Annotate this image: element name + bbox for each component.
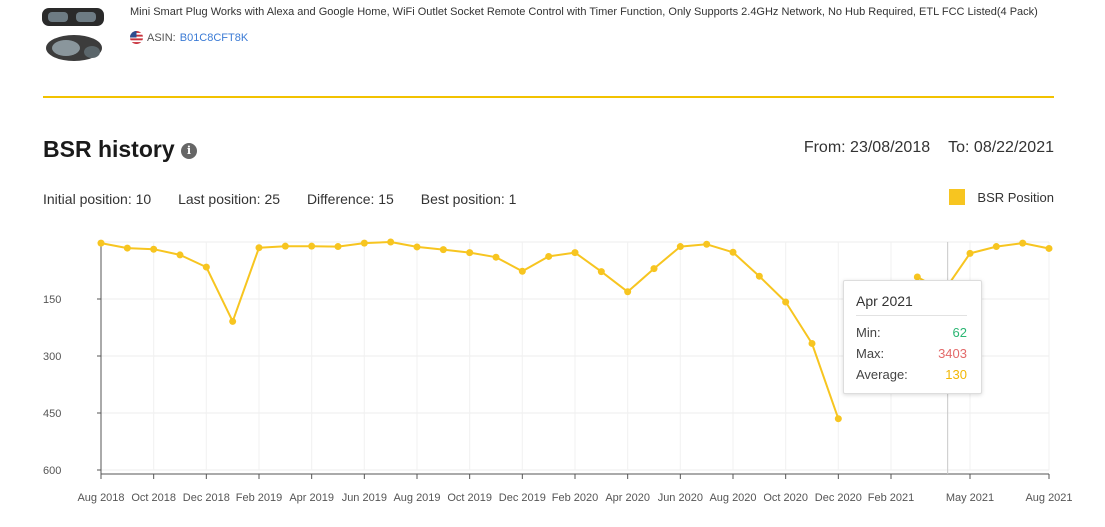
- us-flag-icon: [130, 31, 143, 44]
- data-point: [571, 249, 579, 257]
- data-point: [518, 267, 526, 275]
- x-tick-label: Jun 2019: [342, 492, 387, 504]
- data-point: [992, 243, 1000, 251]
- tooltip-min-value: 62: [952, 325, 967, 340]
- initial-position: Initial position: 10: [43, 191, 152, 207]
- tooltip-max-value: 3403: [938, 346, 967, 361]
- x-tick-label: Apr 2019: [289, 492, 334, 504]
- data-point: [123, 244, 131, 252]
- data-point: [1019, 239, 1027, 247]
- x-tick-label: Feb 2021: [868, 492, 914, 504]
- x-tick-label: Aug 2020: [709, 492, 756, 504]
- x-tick-label: Jun 2020: [658, 492, 703, 504]
- chart-legend[interactable]: BSR Position: [949, 189, 1054, 205]
- data-point: [308, 242, 316, 250]
- data-point: [729, 248, 737, 256]
- data-point: [966, 249, 974, 257]
- x-tick-label: Oct 2019: [447, 492, 492, 504]
- product-title: Mini Smart Plug Works with Alexa and Goo…: [130, 6, 1038, 18]
- data-point: [913, 273, 921, 281]
- tooltip-divider: [856, 315, 967, 316]
- data-point: [229, 317, 237, 325]
- stats-row: Initial position: 10 Last position: 25 D…: [43, 191, 539, 207]
- data-point: [202, 263, 210, 271]
- x-tick-label: Aug 2019: [393, 492, 440, 504]
- asin-row: ASIN: B01C8CFT8K: [130, 31, 248, 44]
- product-thumbnail[interactable]: [40, 4, 106, 70]
- data-point: [97, 239, 105, 247]
- chart-tooltip: Apr 2021 Min: 62 Max: 3403 Average: 130: [843, 280, 982, 394]
- x-tick-label: May 2021: [946, 492, 994, 504]
- best-position: Best position: 1: [420, 191, 517, 207]
- y-tick-label: 150: [43, 294, 61, 306]
- tooltip-max-label: Max:: [856, 346, 885, 361]
- data-point: [624, 288, 632, 296]
- data-point: [334, 243, 342, 251]
- tooltip-avg-row: Average: 130: [856, 367, 967, 382]
- tooltip-avg-label: Average:: [856, 367, 908, 382]
- tooltip-avg-value: 130: [945, 367, 967, 382]
- difference: Difference: 15: [306, 191, 394, 207]
- y-tick-label: 450: [43, 408, 61, 420]
- asin-label: ASIN:: [147, 31, 176, 44]
- x-tick-label: Aug 2018: [77, 492, 124, 504]
- tooltip-min-row: Min: 62: [856, 325, 967, 340]
- data-point: [150, 245, 158, 253]
- legend-label: BSR Position: [977, 189, 1054, 205]
- date-to: To: 08/22/2021: [948, 139, 1054, 156]
- info-icon[interactable]: i: [181, 143, 197, 159]
- data-point: [492, 253, 500, 261]
- tooltip-max-row: Max: 3403: [856, 346, 967, 361]
- x-tick-label: Dec 2020: [815, 492, 862, 504]
- data-point: [281, 242, 289, 250]
- data-point: [650, 265, 658, 273]
- asin-link[interactable]: B01C8CFT8K: [179, 31, 249, 44]
- data-point: [676, 243, 684, 251]
- x-tick-label: Feb 2019: [236, 492, 282, 504]
- section-divider: [43, 96, 1054, 98]
- product-header: Mini Smart Plug Works with Alexa and Goo…: [0, 0, 1105, 98]
- x-tick-label: Oct 2020: [763, 492, 808, 504]
- data-point: [360, 239, 368, 247]
- tooltip-title: Apr 2021: [856, 293, 913, 309]
- data-point: [176, 251, 184, 259]
- data-point: [387, 238, 395, 246]
- date-from: From: 23/08/2018: [803, 139, 931, 156]
- data-point: [597, 268, 605, 276]
- x-tick-label: Dec 2018: [183, 492, 230, 504]
- data-point: [808, 339, 816, 347]
- x-tick-label: Apr 2020: [605, 492, 650, 504]
- data-point: [1045, 244, 1053, 252]
- data-point: [755, 272, 763, 280]
- data-point: [439, 246, 447, 254]
- data-point: [545, 252, 553, 260]
- data-point: [466, 249, 474, 257]
- legend-swatch: [949, 189, 966, 205]
- page-title: BSR history: [43, 136, 175, 162]
- data-point: [255, 244, 263, 252]
- x-tick-label: Feb 2020: [552, 492, 598, 504]
- x-tick-label: Oct 2018: [131, 492, 176, 504]
- x-tick-label: Aug 2021: [1025, 492, 1072, 504]
- data-point: [413, 243, 421, 251]
- last-position: Last position: 25: [178, 191, 281, 207]
- data-point: [703, 240, 711, 248]
- date-range: From: 23/08/2018 To: 08/22/2021: [804, 139, 1054, 157]
- y-tick-label: 300: [43, 351, 61, 363]
- x-tick-label: Dec 2019: [499, 492, 546, 504]
- tooltip-min-label: Min:: [856, 325, 881, 340]
- y-tick-label: 600: [43, 465, 61, 477]
- data-point: [834, 415, 842, 423]
- data-point: [782, 298, 790, 306]
